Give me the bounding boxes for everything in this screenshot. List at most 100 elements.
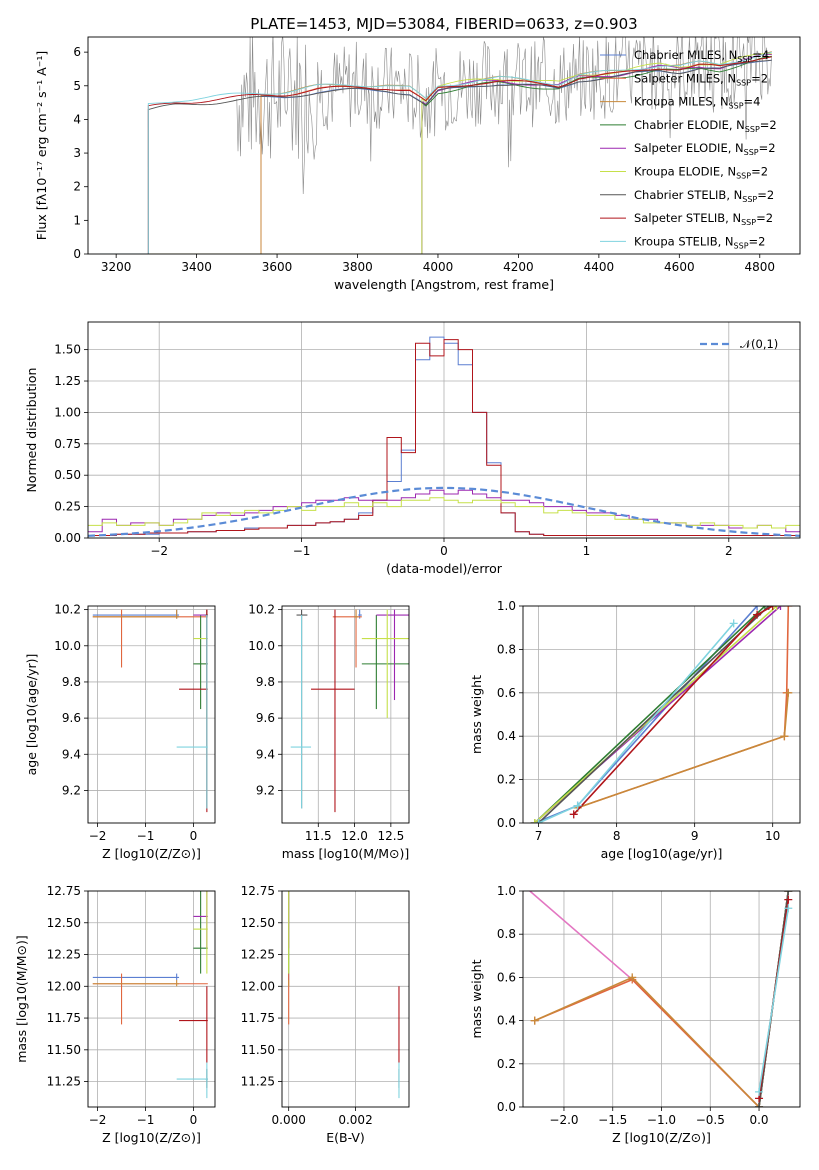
y-axis-label: Flux [fλ10⁻¹⁷ erg cm⁻² s⁻¹ A⁻¹] [34,51,49,240]
legend-subscript: SSP [734,241,749,250]
y-tick-label: 11.75 [47,1011,81,1025]
axes-frame [281,890,410,1108]
weight-marker-salpeter_elodie [776,606,785,610]
mass-vs-ebv-panel: 0.000 0.002 11.25 11.50 11.75 12.00 12.25 12.50… [241,884,410,1145]
y-tick-label: 1 [73,213,81,227]
x-tick-label: 0 [440,544,448,558]
x-tick-label: 0.000 [272,1113,306,1127]
age-vs-metallicity-panel: −2 −1 0 9.2 9.4 9.6 9.8 10.0 10.2 Z [log10(Z/Z⊙)]… [24,603,216,861]
axes-frame [281,605,410,824]
weight-vs-metallicity-panel: −2.0 −1.5 −1.0 −0.5 0.0 0.0 0.2 0.4 0.6 0.8 1.0 Z [… [469,884,801,1145]
x-tick-label: −1 [137,1113,155,1127]
legend-label: Chabrier STELIB, NSSP=2 [634,188,774,204]
legend-value: =2 [760,118,777,132]
age-vs-mass-panel: 11.5 12.0 12.5 9.2 9.4 9.6 9.8 10.0 10.2 mass [lo… [248,603,410,861]
spectrum-panel: 3200 3400 3600 3800 4000 4200 4400 4600 4800 0 1 2 3… [34,36,801,292]
axes-frame [87,321,801,539]
y-tick-label: 12.75 [47,884,81,898]
y-tick-label: 0.25 [54,500,81,514]
y-tick-label: 9.2 [256,783,275,797]
y-tick-label: 12.50 [241,916,275,930]
legend-subscript: SSP [736,78,751,87]
legend-subscript: SSP [744,148,759,157]
y-tick-label: 1.0 [497,599,516,613]
plot-area [88,336,800,537]
x-tick-label: 4800 [745,260,776,274]
plot-area [529,891,793,1107]
y-axis-label: mass [log10(M/M⊙)] [14,935,29,1063]
weight-marker-kroupa_elodie [530,819,539,823]
weight-marker-chabrier_miles [753,606,762,610]
y-tick-label: 10.2 [248,603,275,617]
y-tick-label: 3 [73,146,81,160]
axes-frame [522,605,801,824]
legend-subscript: SSP [729,102,744,111]
y-tick-label: 12.00 [241,979,275,993]
legend-value: =2 [751,165,768,179]
axes-frame [87,890,216,1108]
axes-frame [87,605,216,824]
x-tick-label: 0.0 [749,1113,768,1127]
y-tick-label: 6 [73,45,81,59]
plot-area [100,37,772,254]
weight-marker-chabrier_stelib [755,1103,764,1107]
y-tick-label: 12.25 [241,948,275,962]
x-tick-label: 0 [190,829,198,843]
y-tick-label: 9.4 [62,747,81,761]
legend-label: Salpeter MILES, NSSP=2 [634,71,768,87]
weight-line-chabrier_stelib [538,606,770,823]
model-line-chabrier_stelib [100,59,772,254]
model-line-salpeter_stelib [100,56,772,254]
x-tick-label: 9 [691,829,699,843]
legend-label: Chabrier ELODIE, NSSP=2 [634,118,777,134]
weight-marker-chabrier_stelib [784,891,793,895]
y-tick-label: 9.8 [62,675,81,689]
x-tick-label: 8 [613,829,621,843]
weight-marker-salpeter_stelib [768,606,777,610]
y-tick-label: 0.0 [497,1100,516,1114]
x-tick-label: 4600 [664,260,695,274]
x-tick-label: 0.002 [338,1113,372,1127]
spectrum-legend: Chabrier MILES, NSSP=4 Salpeter MILES, NS… [600,48,777,250]
x-tick-label: 3800 [342,260,373,274]
y-tick-label: 11.75 [241,1011,275,1025]
legend-subscript: SSP [736,172,751,181]
x-tick-label: 12.5 [377,829,404,843]
legend-value: =2 [751,71,768,85]
y-tick-label: 1.25 [54,374,81,388]
x-tick-label: −2 [150,544,168,558]
weight-marker-kroupa_stelib [755,1087,764,1096]
plot-area [288,891,400,1099]
y-tick-label: 11.25 [47,1075,81,1089]
legend-label: Chabrier MILES, NSSP=4 [634,48,769,64]
y-tick-label: 9.6 [62,711,81,725]
legend-subscript: SSP [742,195,757,204]
histogram-step-salpeter_stelib [88,339,800,536]
normal-curve [88,486,800,537]
weight-marker-salpeter_stelib [753,610,762,619]
y-tick-label: 0.00 [54,531,81,545]
weight-marker-salpeter_miles [784,606,793,610]
x-tick-label: −0.5 [696,1113,725,1127]
x-tick-label: −1 [293,544,311,558]
y-axis-label: mass weight [469,675,484,754]
weight-marker-kroupa_stelib [729,619,738,628]
y-tick-label: 9.4 [256,747,275,761]
legend-label: Salpeter ELODIE, NSSP=2 [634,141,776,157]
weight-marker-kroupa_stelib [573,801,582,810]
y-tick-label: 1.00 [54,405,81,419]
y-tick-label: 10.2 [54,603,81,617]
weight-marker-kroupa_stelib [534,819,543,823]
x-tick-label: 4000 [423,260,454,274]
x-axis-label: Z [log10(Z/Z⊙)] [612,1130,711,1145]
y-tick-label: 10.0 [54,639,81,653]
x-tick-label: 12.0 [341,829,368,843]
y-tick-label: 11.25 [241,1075,275,1089]
y-tick-label: 5 [73,79,81,93]
x-axis-label: mass [log10(M/M⊙)] [282,846,410,861]
y-tick-label: 0.8 [497,927,516,941]
legend-value: =4 [744,95,761,109]
y-tick-label: 0.6 [497,686,516,700]
y-tick-label: 4 [73,112,81,126]
